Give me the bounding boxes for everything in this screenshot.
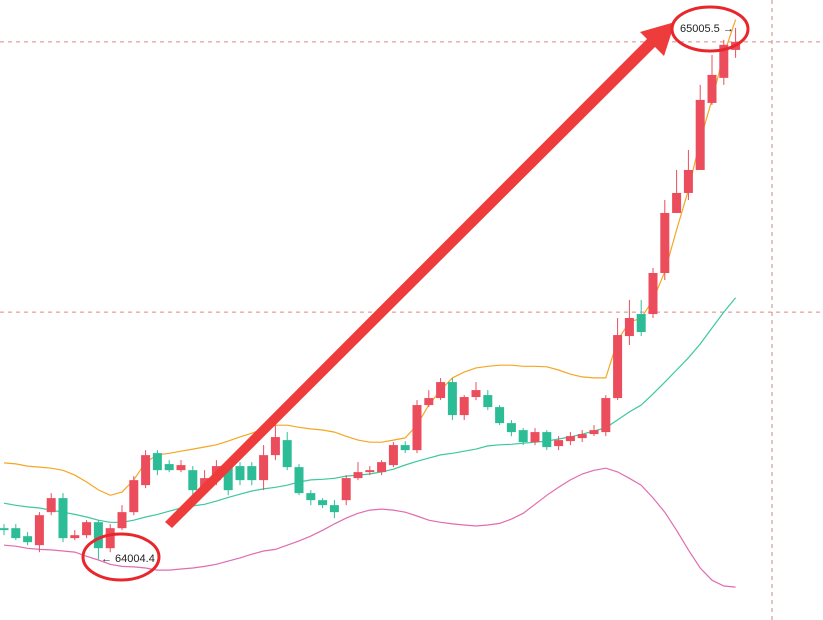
candle-body bbox=[105, 528, 115, 549]
plot-area bbox=[0, 19, 823, 588]
candle-body bbox=[459, 397, 469, 416]
candle-body bbox=[447, 382, 457, 416]
candle-body bbox=[141, 455, 151, 486]
candle-body bbox=[329, 505, 339, 513]
candle-body bbox=[176, 465, 186, 471]
candle-body bbox=[0, 528, 9, 531]
annotation-circle-high bbox=[670, 5, 750, 53]
candle-body bbox=[306, 493, 316, 501]
candle-body bbox=[388, 445, 398, 466]
candle-body bbox=[377, 462, 387, 473]
candle-body bbox=[164, 464, 174, 471]
low-label: ← 64004.4 bbox=[101, 553, 155, 565]
candle-body bbox=[436, 382, 446, 399]
candle-body bbox=[695, 99, 705, 170]
candle-body bbox=[636, 314, 646, 333]
annotation-arrow-shaft bbox=[165, 34, 660, 528]
candle-body bbox=[518, 430, 528, 443]
candle-body bbox=[247, 466, 257, 481]
candle-body bbox=[93, 522, 103, 549]
candle-body bbox=[318, 500, 328, 506]
annotation-circle-low bbox=[81, 532, 161, 582]
candle-body bbox=[542, 432, 552, 448]
indicator-line bbox=[3, 467, 736, 588]
candle-body bbox=[530, 432, 540, 443]
candle-body bbox=[565, 436, 575, 442]
candle-body bbox=[506, 423, 516, 433]
candle-body bbox=[11, 528, 21, 539]
candle-body bbox=[82, 522, 92, 536]
candle-body bbox=[412, 405, 422, 451]
candle-body bbox=[188, 470, 198, 491]
candle-body bbox=[672, 192, 682, 213]
candle-body bbox=[270, 437, 280, 456]
annotation-arrow-head bbox=[640, 22, 675, 56]
candle-body bbox=[259, 455, 269, 481]
candle-body bbox=[235, 466, 245, 481]
candle-body bbox=[471, 390, 481, 398]
candle-body bbox=[707, 74, 717, 103]
candle-body bbox=[495, 407, 505, 424]
candle-body bbox=[660, 212, 670, 274]
candle-body bbox=[683, 169, 693, 193]
candle-body bbox=[353, 472, 363, 479]
candle-body bbox=[129, 480, 139, 513]
candle-body bbox=[483, 395, 493, 408]
candle-body bbox=[223, 466, 233, 491]
candle-body bbox=[34, 515, 44, 546]
candle-body bbox=[613, 335, 623, 399]
candle-body bbox=[58, 498, 68, 539]
candle-body bbox=[589, 430, 599, 435]
candle-body bbox=[424, 398, 434, 406]
candle-body bbox=[46, 498, 56, 513]
candle-body bbox=[341, 478, 351, 501]
candle-body bbox=[152, 453, 162, 471]
candle-body bbox=[601, 398, 611, 433]
candle-body bbox=[365, 470, 375, 473]
candle-body bbox=[719, 44, 729, 78]
candle-body bbox=[648, 273, 658, 315]
candle-body bbox=[554, 440, 564, 447]
candle-body bbox=[624, 318, 634, 337]
candle-body bbox=[294, 467, 304, 494]
candle-body bbox=[117, 512, 127, 529]
high-label: 65005.5 → bbox=[680, 23, 734, 35]
candle-body bbox=[23, 536, 33, 543]
candle-body bbox=[282, 440, 292, 468]
candle-body bbox=[70, 535, 80, 539]
candle-body bbox=[577, 434, 587, 439]
candle-body bbox=[400, 445, 410, 451]
